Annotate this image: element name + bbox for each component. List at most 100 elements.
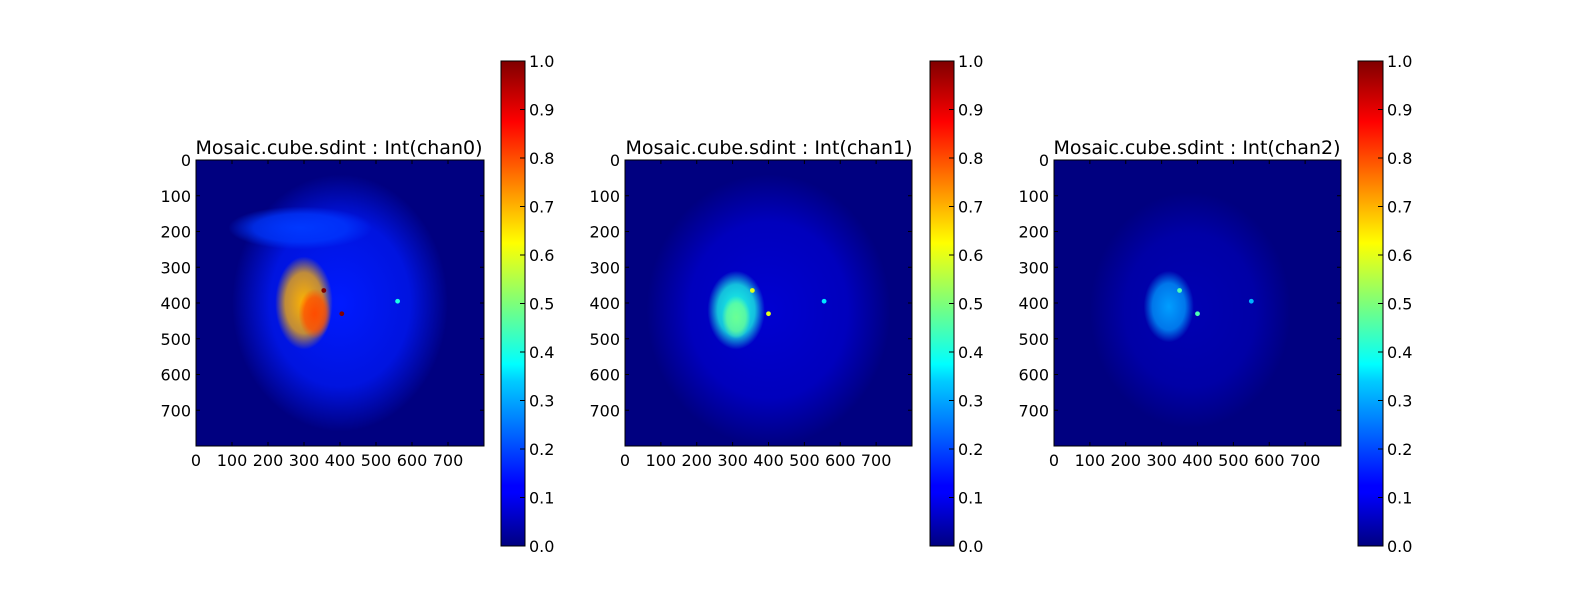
colorbar-tick-label: 0.9 <box>958 101 983 120</box>
colorbar-tick-label: 0.2 <box>529 440 554 459</box>
y-tick-label: 700 <box>1018 401 1049 420</box>
x-tick-label: 500 <box>361 451 392 470</box>
colorbar-tick-label: 0.5 <box>958 295 983 314</box>
point-source <box>1195 311 1200 317</box>
panel-chan2: Mosaic.cube.sdint : Int(chan2) 0 100 200 30… <box>1018 52 1412 556</box>
x-tick-label: 400 <box>1182 451 1213 470</box>
y-tick-label: 200 <box>160 223 191 242</box>
y-tick-label: 700 <box>589 401 620 420</box>
colorbar-tick-label: 0.8 <box>529 149 554 168</box>
x-tick-label: 400 <box>753 451 784 470</box>
heatmap-layer <box>646 174 891 446</box>
colorbar-tick-label: 0.3 <box>958 392 983 411</box>
y-tick-label: 600 <box>160 366 191 385</box>
y-tick-label: 500 <box>160 330 191 349</box>
point-source <box>1248 298 1254 304</box>
x-tick-label: 0 <box>1049 451 1059 470</box>
y-axis: 0 100 200 300 400 500 600 700 <box>589 151 912 420</box>
x-tick-label: 300 <box>1146 451 1177 470</box>
x-tick-label: 700 <box>1290 451 1321 470</box>
x-tick-label: 600 <box>825 451 856 470</box>
colorbar-tick-label: 1.0 <box>529 52 554 71</box>
colorbar-axis: 0.0 0.1 0.2 0.3 0.4 0.5 0.6 0.7 0.8 0.9 1.0 <box>520 52 554 556</box>
colorbar-axis: 0.0 0.1 0.2 0.3 0.4 0.5 0.6 0.7 0.8 0.9 1.0 <box>949 52 983 556</box>
colorbar-tick-label: 0.6 <box>1387 246 1412 265</box>
y-tick-label: 100 <box>160 187 191 206</box>
y-axis: 0 100 200 300 400 500 600 700 <box>1018 151 1341 420</box>
colorbar-tick-label: 0.8 <box>958 149 983 168</box>
x-axis: 0 100 200 300 400 500 600 700 <box>620 160 891 470</box>
y-tick-label: 0 <box>610 151 620 170</box>
y-tick-label: 0 <box>181 151 191 170</box>
colorbar-tick-label: 0.0 <box>958 537 983 556</box>
x-tick-label: 600 <box>397 451 428 470</box>
colorbar-tick-label: 0.4 <box>958 343 983 362</box>
y-tick-label: 200 <box>589 223 620 242</box>
colorbar-tick-label: 0.4 <box>1387 343 1412 362</box>
colorbar-tick-label: 0.7 <box>529 198 554 217</box>
heatmap-layer <box>228 174 448 432</box>
x-tick-label: 100 <box>217 451 248 470</box>
x-tick-label: 200 <box>1110 451 1141 470</box>
colorbar-tick-label: 0.3 <box>529 392 554 411</box>
y-tick-label: 400 <box>589 294 620 313</box>
y-tick-label: 300 <box>160 258 191 277</box>
x-tick-label: 600 <box>1254 451 1285 470</box>
y-tick-label: 500 <box>589 330 620 349</box>
colorbar-tick-label: 0.2 <box>1387 440 1412 459</box>
x-tick-label: 0 <box>620 451 630 470</box>
y-tick-label: 500 <box>1018 330 1049 349</box>
x-tick-label: 300 <box>289 451 320 470</box>
x-tick-label: 500 <box>789 451 820 470</box>
emission-region <box>1143 270 1194 343</box>
x-tick-label: 700 <box>433 451 464 470</box>
y-tick-label: 700 <box>160 401 191 420</box>
x-tick-label: 400 <box>325 451 356 470</box>
colorbar-tick-label: 0.0 <box>529 537 554 556</box>
emission-region <box>298 288 331 339</box>
emission-region <box>228 206 373 250</box>
point-source <box>749 288 755 293</box>
x-axis: 0 100 200 300 400 500 600 700 <box>1049 160 1320 470</box>
y-tick-label: 300 <box>1018 258 1049 277</box>
colorbar-tick-label: 0.7 <box>1387 198 1412 217</box>
colorbar-tick-label: 0.0 <box>1387 537 1412 556</box>
colorbar-tick-label: 0.9 <box>529 101 554 120</box>
y-tick-label: 0 <box>1039 151 1049 170</box>
x-tick-label: 100 <box>646 451 677 470</box>
colorbar-tick-label: 0.2 <box>958 440 983 459</box>
heatmap-layer <box>1089 192 1291 429</box>
y-tick-label: 100 <box>1018 187 1049 206</box>
x-tick-label: 100 <box>1075 451 1106 470</box>
emission-region <box>646 174 891 446</box>
point-source <box>395 298 400 304</box>
emission-region <box>721 295 751 339</box>
y-tick-label: 600 <box>1018 366 1049 385</box>
colorbar-tick-label: 0.6 <box>529 246 554 265</box>
y-tick-label: 400 <box>160 294 191 313</box>
x-tick-label: 300 <box>717 451 748 470</box>
x-tick-label: 500 <box>1218 451 1249 470</box>
point-source <box>766 311 771 317</box>
x-axis: 0 100 200 300 400 500 600 700 <box>191 160 463 470</box>
point-source <box>321 288 327 293</box>
colorbar-tick-label: 0.1 <box>1387 489 1412 508</box>
y-axis: 0 100 200 300 400 500 600 700 <box>160 151 484 420</box>
colorbar-tick-label: 1.0 <box>1387 52 1412 71</box>
point-source <box>339 311 345 317</box>
y-tick-label: 400 <box>1018 294 1049 313</box>
y-tick-label: 200 <box>1018 223 1049 242</box>
colorbar-tick-label: 0.7 <box>958 198 983 217</box>
panel-chan0: Mosaic.cube.sdint : Int(chan0) 0 100 200 30… <box>160 52 554 556</box>
colorbar-tick-label: 0.9 <box>1387 101 1412 120</box>
y-tick-label: 600 <box>589 366 620 385</box>
panel-chan1: Mosaic.cube.sdint : Int(chan1) 0 100 200 30… <box>589 52 983 556</box>
point-source <box>821 298 827 304</box>
colorbar-tick-label: 0.8 <box>1387 149 1412 168</box>
point-source <box>1177 288 1182 293</box>
colorbar-tick-label: 0.5 <box>529 295 554 314</box>
colorbar-tick-label: 1.0 <box>958 52 983 71</box>
colorbar-tick-label: 0.1 <box>958 489 983 508</box>
colorbar-tick-label: 0.6 <box>958 246 983 265</box>
